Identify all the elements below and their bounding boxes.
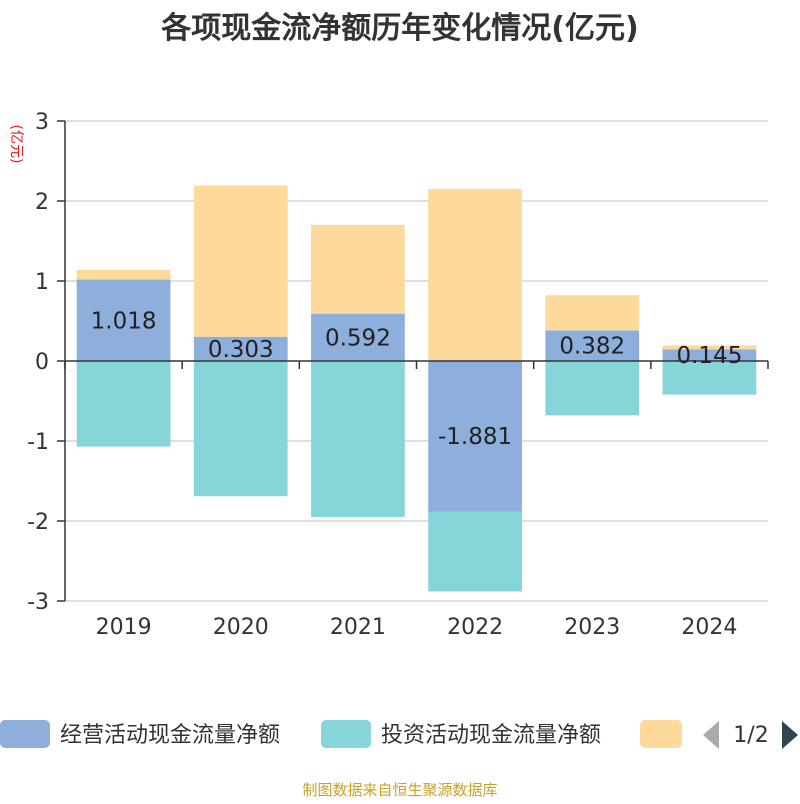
y-tick-label: 0 — [35, 350, 49, 375]
y-tick-label: 2 — [35, 190, 49, 215]
bar-segment — [545, 295, 640, 331]
y-tick-label: -2 — [27, 510, 49, 535]
y-axis-label: (亿元) — [8, 125, 24, 164]
y-tick-label: 1 — [35, 270, 49, 295]
bar-segment — [311, 313, 405, 361]
legend-swatch-financing — [640, 720, 682, 748]
bar-segment — [193, 185, 288, 337]
bar-segment — [428, 361, 522, 512]
bar-segment — [76, 269, 171, 280]
x-tick-label: 2019 — [96, 615, 152, 640]
bar-segment — [311, 361, 405, 517]
bar-segment — [545, 330, 640, 361]
legend-swatch-operating — [0, 720, 50, 748]
x-tick-label: 2023 — [564, 615, 620, 640]
y-tick-label: -1 — [27, 430, 49, 455]
x-tick-label: 2022 — [447, 615, 503, 640]
bar-label: 1.018 — [91, 308, 157, 334]
bar-segment — [662, 361, 757, 395]
legend-prev-page-icon[interactable] — [703, 721, 719, 749]
x-tick-label: 2020 — [213, 615, 269, 640]
bar-label: 0.382 — [559, 334, 625, 360]
bar-segment — [76, 279, 171, 361]
bar-segment — [193, 361, 288, 497]
legend-next-page-icon[interactable] — [782, 721, 798, 749]
source-note: 制图数据来自恒生聚源数据库 — [302, 781, 497, 799]
legend-page-indicator: 1/2 — [733, 723, 768, 748]
bar-segment — [311, 224, 405, 314]
grid-lines — [65, 120, 768, 602]
bar-segment — [662, 345, 757, 350]
chart-title: 各项现金流净额历年变化情况(亿元) — [160, 11, 638, 46]
y-tick-label: 3 — [35, 110, 49, 135]
bar-segment — [545, 361, 640, 416]
bar-segment — [428, 189, 522, 361]
legend-swatch-investing — [321, 720, 371, 748]
bar-segment — [428, 511, 522, 592]
bar-label: -1.881 — [438, 424, 512, 450]
bar-label: 0.592 — [325, 325, 391, 351]
bar-label: 0.145 — [676, 343, 742, 369]
bar-labels: 1.018 0.303 0.592 -1.881 0.382 0.145 — [91, 308, 743, 450]
x-tick-label: 2024 — [681, 615, 737, 640]
legend: 经营活动现金流量净额 投资活动现金流量净额 1/2 — [0, 720, 798, 749]
bar-label: 0.303 — [208, 337, 274, 363]
legend-label-investing: 投资活动现金流量净额 — [381, 723, 601, 748]
x-tick-label: 2021 — [330, 615, 386, 640]
bar-segment — [662, 349, 757, 361]
legend-label-operating: 经营活动现金流量净额 — [60, 723, 280, 748]
bars — [76, 185, 757, 592]
bar-segment — [76, 361, 171, 447]
y-tick-label: -3 — [27, 590, 49, 615]
bar-segment — [193, 336, 288, 361]
axes: 3 2 1 0 -1 -2 -3 2019 2020 2021 2022 2023 2024 — [27, 110, 769, 640]
